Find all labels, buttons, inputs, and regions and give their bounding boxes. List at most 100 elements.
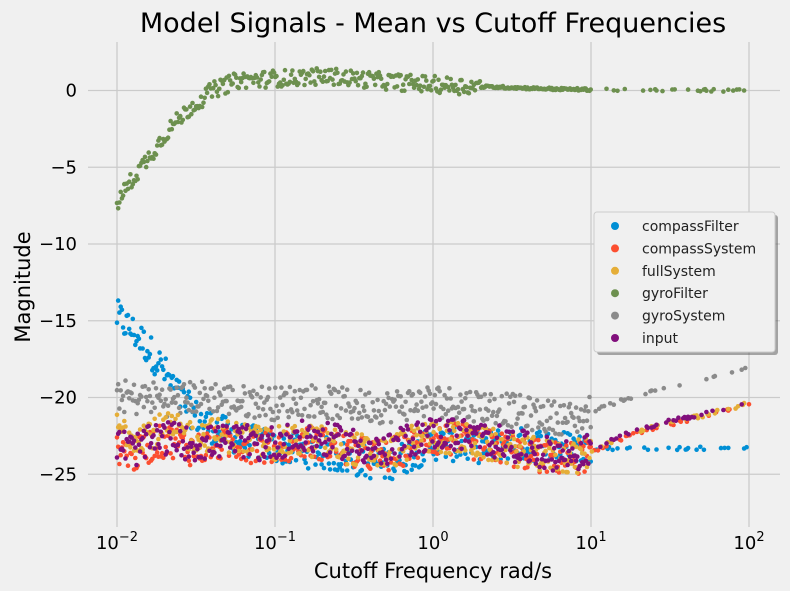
data-point xyxy=(170,455,176,461)
data-point xyxy=(503,419,508,424)
data-point xyxy=(517,444,523,449)
data-point xyxy=(137,427,143,432)
data-point xyxy=(382,452,388,458)
data-point xyxy=(353,78,359,84)
data-point xyxy=(347,404,352,409)
data-point xyxy=(355,472,361,477)
data-point xyxy=(365,414,371,420)
data-point xyxy=(414,82,419,88)
data-point xyxy=(604,441,609,446)
data-point xyxy=(248,460,254,466)
data-point xyxy=(165,420,171,425)
data-point xyxy=(319,404,324,410)
data-point xyxy=(438,449,444,455)
data-point xyxy=(276,424,282,429)
data-point xyxy=(536,425,541,430)
data-point xyxy=(255,405,261,411)
data-point xyxy=(444,75,450,80)
data-point xyxy=(517,456,523,462)
data-point xyxy=(263,85,268,90)
data-point xyxy=(143,431,149,437)
data-point xyxy=(372,82,378,88)
data-point xyxy=(314,443,320,449)
data-point xyxy=(743,365,748,371)
data-point xyxy=(417,390,423,396)
data-point xyxy=(327,453,333,459)
data-point xyxy=(303,76,309,82)
data-point xyxy=(525,465,530,470)
data-point xyxy=(419,399,424,405)
data-point xyxy=(571,415,576,421)
data-point xyxy=(425,433,430,439)
data-point xyxy=(147,351,153,357)
data-point xyxy=(186,407,192,413)
data-point xyxy=(154,368,160,373)
data-point xyxy=(320,79,326,84)
data-point xyxy=(174,429,179,435)
data-point xyxy=(388,460,394,465)
data-point xyxy=(346,451,351,456)
data-point xyxy=(726,87,731,92)
data-point xyxy=(163,397,168,402)
data-point xyxy=(131,332,137,338)
data-point xyxy=(241,455,246,460)
data-point xyxy=(466,439,472,444)
data-point xyxy=(299,418,305,424)
data-point xyxy=(179,453,184,458)
y-tick-label: −5 xyxy=(50,157,77,178)
data-point xyxy=(274,403,279,409)
data-point xyxy=(145,158,150,164)
data-point xyxy=(545,458,551,463)
data-point xyxy=(151,433,156,438)
data-point xyxy=(226,450,232,455)
data-point xyxy=(344,442,350,448)
data-point xyxy=(258,77,264,82)
data-point xyxy=(575,454,580,459)
data-point xyxy=(227,78,233,83)
data-point xyxy=(247,443,252,448)
data-point xyxy=(114,435,120,440)
data-point xyxy=(199,379,205,385)
data-point xyxy=(661,385,667,391)
data-point xyxy=(219,432,224,437)
data-point xyxy=(712,373,718,379)
data-point xyxy=(159,450,165,456)
data-point xyxy=(266,437,272,442)
data-point xyxy=(165,135,171,140)
data-point xyxy=(499,437,505,442)
data-point xyxy=(305,447,311,453)
data-point xyxy=(309,445,315,450)
data-point xyxy=(346,456,351,462)
data-point xyxy=(503,447,508,453)
data-point xyxy=(576,437,581,442)
data-point xyxy=(527,458,533,463)
data-point xyxy=(117,429,122,435)
data-point xyxy=(310,69,316,74)
data-point xyxy=(304,434,310,440)
data-point xyxy=(694,447,699,453)
data-point xyxy=(582,408,587,413)
data-point xyxy=(343,408,349,413)
data-point xyxy=(374,415,379,420)
data-point xyxy=(254,391,260,397)
data-point xyxy=(282,453,288,459)
data-point xyxy=(213,82,218,88)
data-point xyxy=(547,445,552,451)
data-point xyxy=(281,442,287,447)
data-point xyxy=(448,76,454,82)
data-point xyxy=(187,104,193,109)
data-point xyxy=(551,399,557,404)
data-point xyxy=(568,458,574,464)
data-point xyxy=(584,418,590,424)
data-point xyxy=(587,394,592,400)
data-point xyxy=(254,441,260,447)
data-point xyxy=(220,423,226,429)
data-point xyxy=(452,447,457,452)
data-point xyxy=(262,454,267,460)
data-point xyxy=(363,392,368,397)
data-point xyxy=(409,77,415,83)
data-point xyxy=(472,408,478,414)
data-point xyxy=(234,420,239,426)
data-point xyxy=(450,417,456,422)
